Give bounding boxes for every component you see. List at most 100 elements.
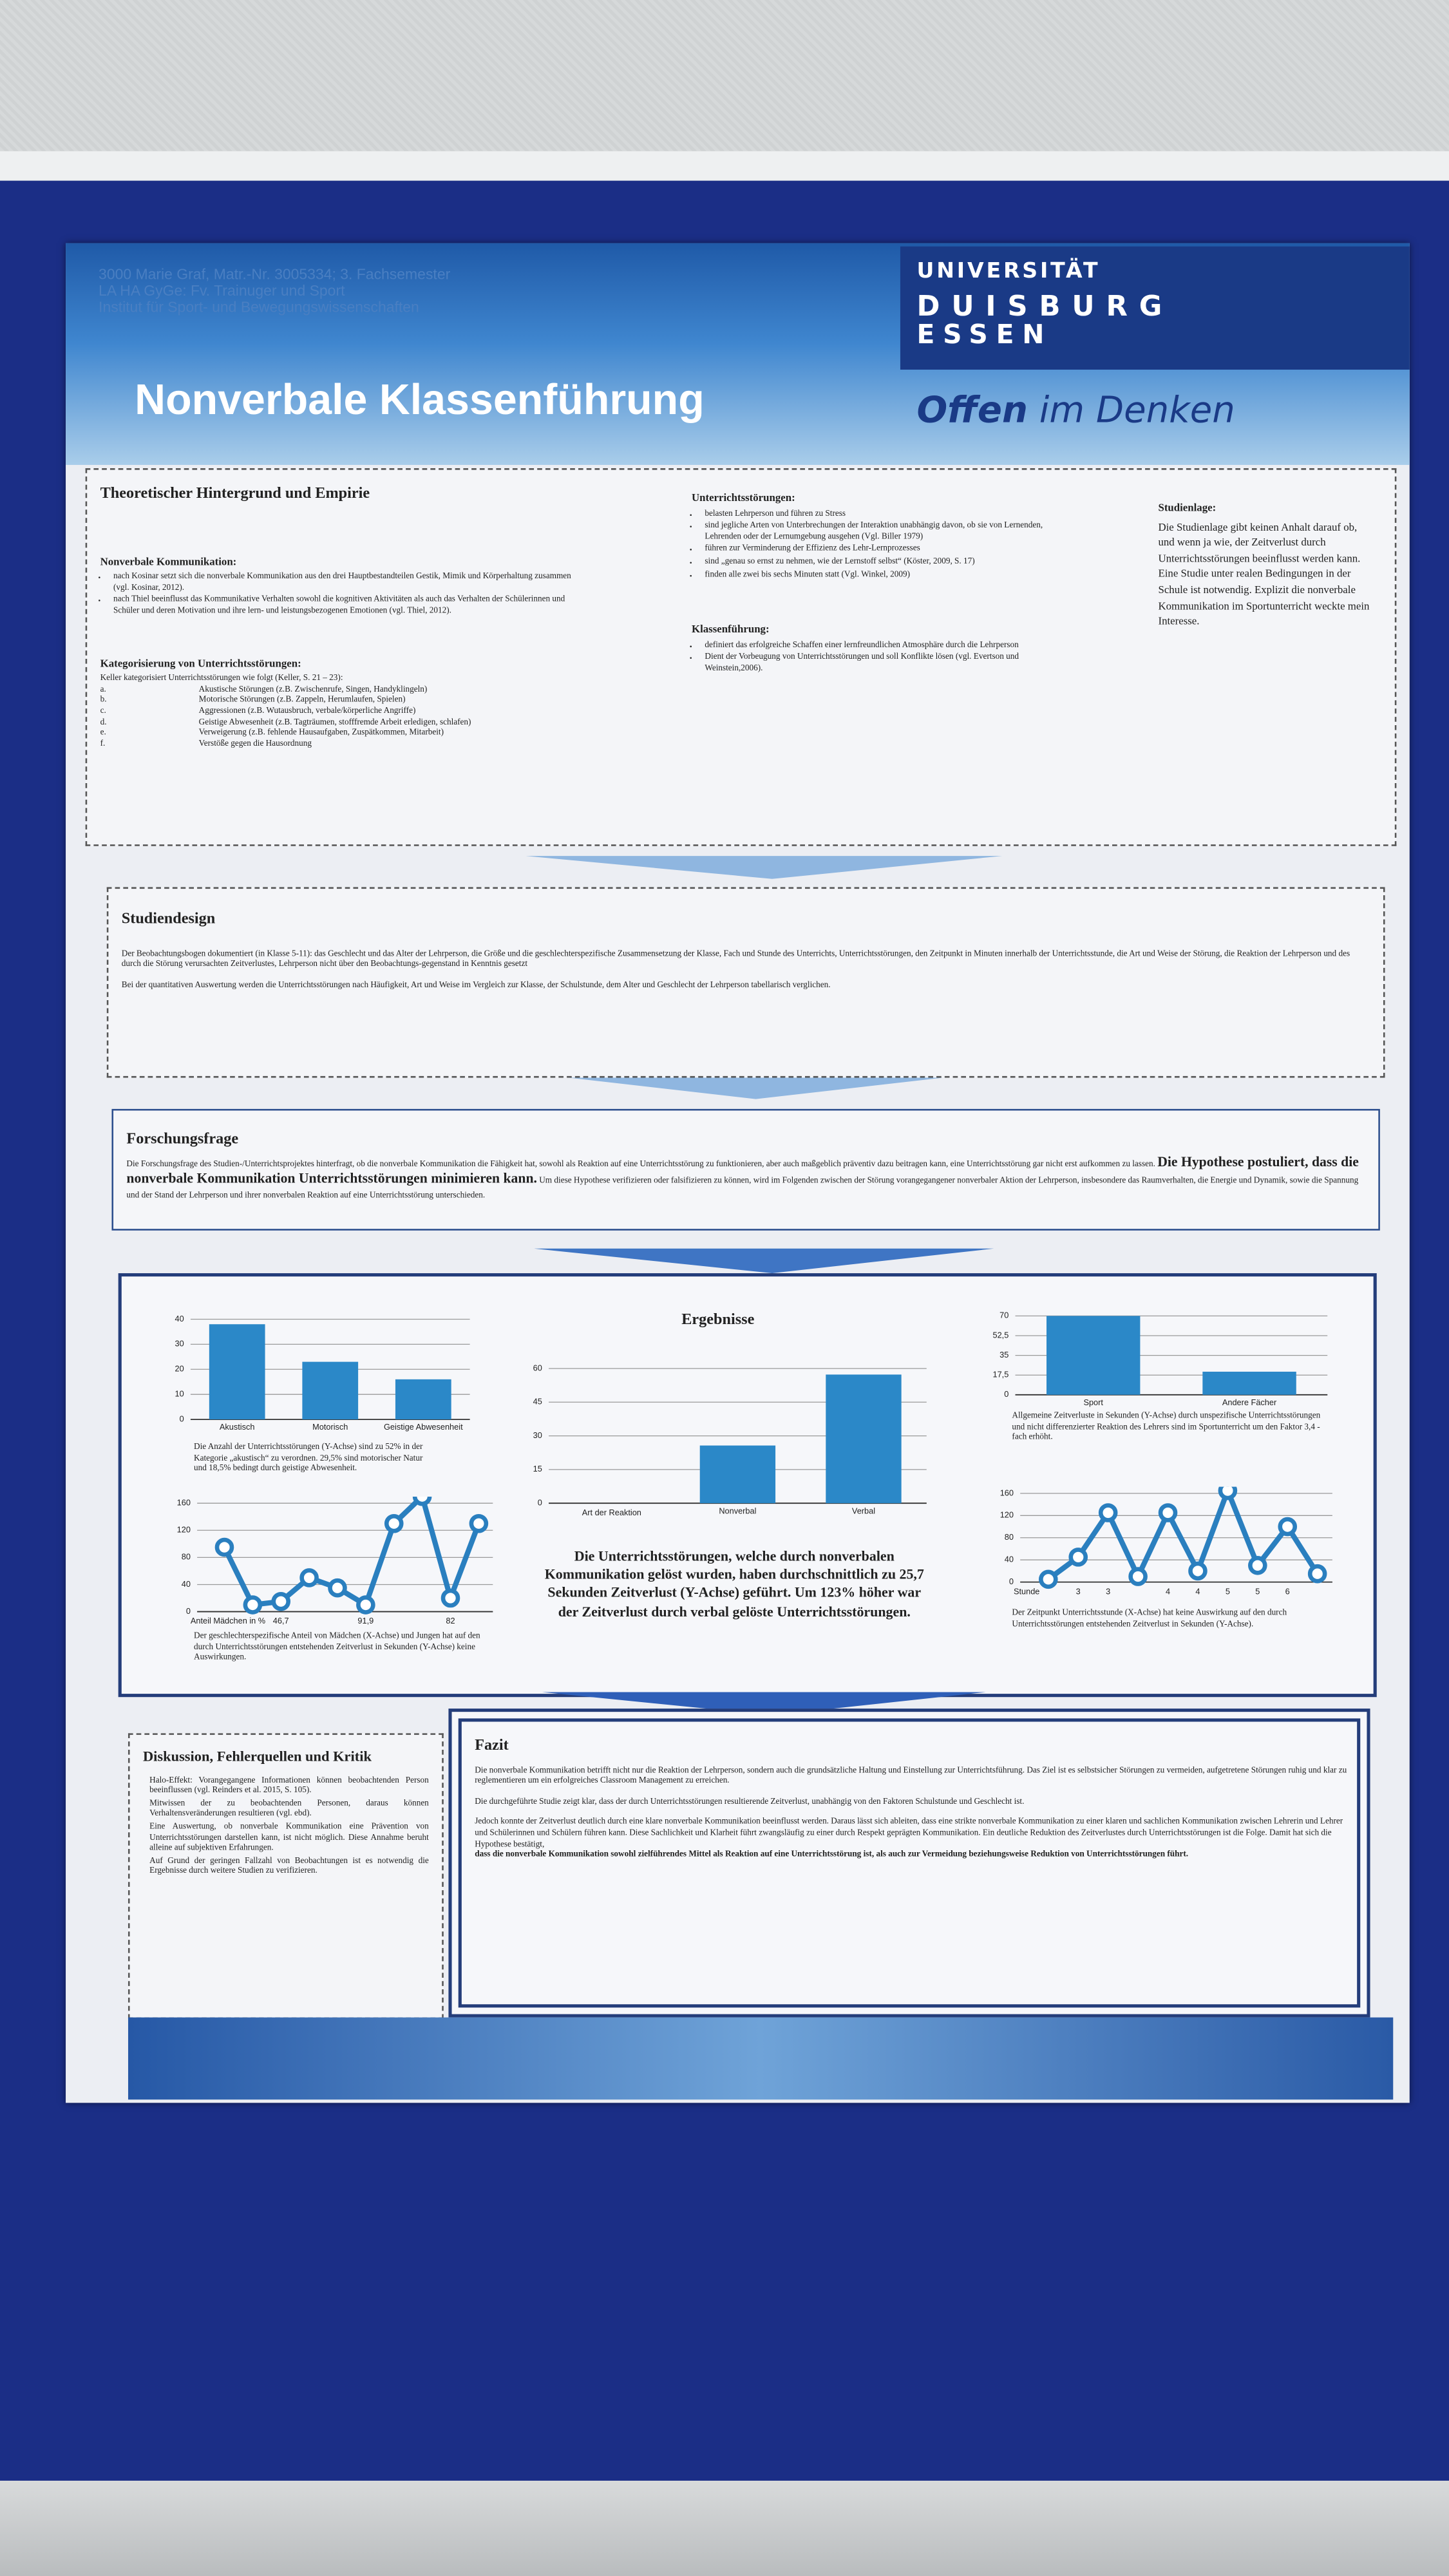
x-tick-label: 4 bbox=[1195, 1586, 1200, 1596]
y-tick-label: 10 bbox=[175, 1389, 184, 1399]
bar bbox=[1046, 1316, 1141, 1395]
caption: Der Zeitpunkt Unterrichtsstunde (X-Achse… bbox=[1012, 1608, 1287, 1629]
theory-col3: Studienlage: Die Studienlage gibt keinen… bbox=[1158, 493, 1375, 630]
poster-title: Nonverbale Klassenführung bbox=[135, 374, 705, 424]
point bbox=[1248, 1556, 1267, 1575]
y-tick-label: 20 bbox=[175, 1364, 184, 1374]
point bbox=[356, 1595, 375, 1615]
paragraph: Bei der quantitativen Auswertung werden … bbox=[121, 980, 831, 990]
text: Die Forschungsfrage des Studien-/Unterri… bbox=[126, 1159, 1155, 1170]
y-tick-label: 17,5 bbox=[992, 1370, 1009, 1379]
subheading: Kategorisierung von Unterrichtsstörungen… bbox=[100, 658, 301, 670]
category-letter: b. bbox=[100, 695, 107, 706]
floor bbox=[0, 2481, 1449, 2576]
university-line: DUISBURG bbox=[916, 290, 1174, 324]
arrow bbox=[542, 1692, 986, 1716]
paragraph: Der Beobachtungsbogen dokumentiert (in K… bbox=[121, 949, 1350, 970]
chart: 0 17,5 35 52,5 70 Sport Andere Fächer bbox=[992, 1311, 1328, 1407]
author-line: LA HA GyGe: Fv. Trainuger und Sport bbox=[99, 282, 345, 299]
point bbox=[1039, 1569, 1058, 1589]
spacer bbox=[100, 500, 577, 550]
y-tick-label: 160 bbox=[177, 1498, 191, 1508]
point bbox=[1218, 1486, 1238, 1501]
paragraph: Die nonverbale Kommunikation betrifft ni… bbox=[475, 1765, 1347, 1786]
point bbox=[1188, 1561, 1208, 1581]
section-title: Diskussion, Fehlerquellen und Kritik bbox=[142, 1748, 372, 1765]
chart: 0 15 30 45 60 Art der Reaktion Nonverbal Verbal bbox=[533, 1363, 927, 1517]
category-row: d. Geistige Abwesenheit (z.B. Tagträumen,… bbox=[100, 717, 577, 728]
banner: 3000 Marie Graf, Matr.-Nr. 3005334; 3. F… bbox=[66, 243, 1410, 465]
design-content: Studiendesign Der Beobachtungsbogen doku… bbox=[108, 889, 1383, 991]
point bbox=[299, 1568, 319, 1587]
y-tick-label: 45 bbox=[533, 1397, 542, 1406]
point bbox=[243, 1595, 263, 1615]
spacer bbox=[122, 926, 1370, 949]
subheading: Unterrichtsstörungen: bbox=[691, 493, 795, 505]
x-tick-label: Motorisch bbox=[312, 1422, 348, 1432]
conclusion-content: Fazit Die nonverbale Kommunikation betri… bbox=[458, 1718, 1361, 2008]
point bbox=[1158, 1503, 1178, 1522]
y-tick-label: 0 bbox=[180, 1414, 184, 1423]
y-tick-label: 40 bbox=[175, 1314, 184, 1323]
x-tick-label: 4 bbox=[1166, 1586, 1170, 1596]
x-tick-label: Verbal bbox=[852, 1506, 875, 1515]
list-item: definiert das erfolgreiche Schaffen eine… bbox=[705, 640, 1069, 651]
y-tick-label: 160 bbox=[1000, 1488, 1014, 1497]
list-item: nach Kosinar setzt sich die nonverbale K… bbox=[113, 572, 576, 594]
question-content: Forschungsfrage Die Forschungsfrage des … bbox=[113, 1110, 1378, 1202]
author-line: 3000 Marie Graf, Matr.-Nr. 3005334; 3. F… bbox=[99, 266, 451, 283]
theory-col1: Theoretischer Hintergrund und Empirie No… bbox=[100, 487, 577, 750]
point bbox=[384, 1513, 404, 1533]
list-item: Auf Grund der geringen Fallzahl von Beob… bbox=[149, 1856, 429, 1877]
x-tick-label: Akustisch bbox=[220, 1422, 255, 1432]
category-row: b. Motorische Störungen (z.B. Zappeln, He… bbox=[100, 696, 577, 706]
point bbox=[440, 1588, 460, 1608]
category-letter: a. bbox=[100, 685, 106, 695]
bar bbox=[395, 1379, 451, 1420]
list-item: Halo-Effekt: Vorangegangene Informatione… bbox=[149, 1775, 429, 1796]
text: Um diese Hypothese verifizieren oder fal… bbox=[126, 1176, 1359, 1200]
list: belasten Lehrperson und führen zu Stress… bbox=[692, 509, 1070, 580]
subheading: Klassenführung: bbox=[691, 624, 770, 636]
footer-band bbox=[128, 2017, 1394, 2100]
results-title-wrap: Ergebnisse bbox=[513, 1314, 923, 1329]
discussion-content: Diskussion, Fehlerquellen und Kritik Hal… bbox=[130, 1735, 442, 1878]
section-title: Studiendesign bbox=[121, 911, 216, 929]
slogan: Offen im Denken bbox=[916, 391, 1235, 432]
y-tick-label: 52,5 bbox=[992, 1330, 1009, 1340]
spacer bbox=[692, 582, 1070, 618]
paragraph: dass die nonverbale Kommunikation sowohl… bbox=[475, 1850, 1189, 1861]
y-tick-label: 120 bbox=[1000, 1510, 1014, 1520]
point bbox=[1068, 1548, 1088, 1567]
point bbox=[214, 1537, 234, 1557]
x-tick-label: 5 bbox=[1255, 1586, 1260, 1596]
bar bbox=[302, 1361, 359, 1420]
y-tick-label: 30 bbox=[175, 1339, 184, 1349]
arrows bbox=[542, 1692, 986, 1716]
category-text: Verstöße gegen die Hausordnung bbox=[198, 739, 312, 749]
bar bbox=[209, 1324, 265, 1420]
conclusion-box: Fazit Die nonverbale Kommunikation betri… bbox=[448, 1709, 1370, 2018]
point bbox=[328, 1578, 347, 1598]
x-tick-label: 46,7 bbox=[273, 1616, 289, 1625]
subheading: Nonverbale Kommunikation: bbox=[100, 556, 237, 568]
category-text: Geistige Abwesenheit (z.B. Tagträumen, s… bbox=[198, 717, 471, 727]
category-text: Verweigerung (z.B. fehlende Hausaufgaben… bbox=[198, 728, 444, 738]
ceiling bbox=[0, 0, 1449, 151]
y-tick-label: 0 bbox=[1009, 1577, 1014, 1586]
x-axis-label: Stunde bbox=[1014, 1586, 1039, 1596]
arrows bbox=[526, 856, 1003, 1274]
paragraph: Die durchgeführte Studie zeigt klar, das… bbox=[475, 1797, 1025, 1807]
theory-box: Theoretischer Hintergrund und Empirie No… bbox=[85, 468, 1397, 846]
chart: 0 40 80 120 160 Anteil Mädchen in % 46,7 91,9 82 bbox=[177, 1496, 493, 1625]
point bbox=[412, 1496, 432, 1506]
category-text: Motorische Störungen (z.B. Zappeln, Heru… bbox=[198, 695, 406, 706]
x-tick-label: Nonverbal bbox=[719, 1506, 756, 1515]
point bbox=[1278, 1517, 1298, 1537]
discussion-box: Diskussion, Fehlerquellen und Kritik Hal… bbox=[128, 1733, 444, 2020]
x-tick-label: 5 bbox=[1226, 1586, 1230, 1596]
poster: 3000 Marie Graf, Matr.-Nr. 3005334; 3. F… bbox=[66, 243, 1410, 2103]
category-row: e. Verweigerung (z.B. fehlende Hausaufgab… bbox=[100, 728, 577, 739]
arrow bbox=[526, 1072, 986, 1099]
text: Keller kategorisiert Unterrichtsstörunge… bbox=[100, 674, 343, 684]
